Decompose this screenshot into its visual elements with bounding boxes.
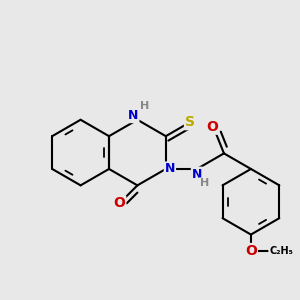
Text: O: O	[113, 196, 125, 210]
Text: O: O	[245, 244, 257, 258]
Text: N: N	[192, 168, 202, 181]
Text: S: S	[185, 115, 195, 129]
Text: H: H	[140, 101, 149, 111]
Text: H: H	[200, 178, 209, 188]
Text: O: O	[206, 120, 218, 134]
Text: C₂H₅: C₂H₅	[269, 246, 293, 256]
Text: N: N	[165, 163, 175, 176]
Text: N: N	[128, 109, 139, 122]
